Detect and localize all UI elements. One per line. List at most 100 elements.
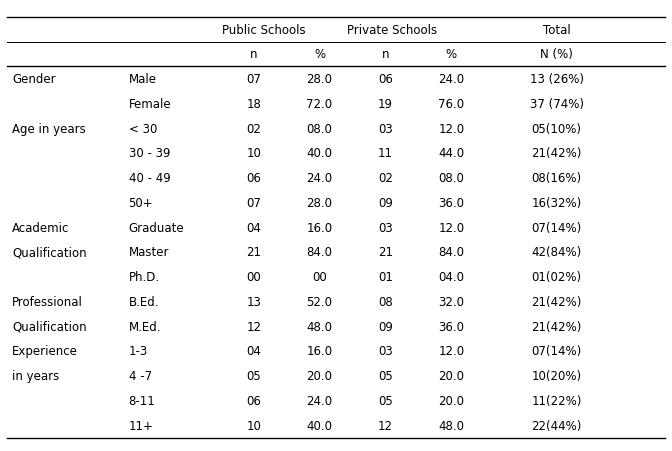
Text: 05: 05 bbox=[378, 394, 392, 407]
Text: n: n bbox=[382, 48, 389, 61]
Text: 04: 04 bbox=[246, 345, 261, 358]
Text: 84.0: 84.0 bbox=[438, 246, 464, 259]
Text: 07: 07 bbox=[246, 73, 261, 86]
Text: M.Ed.: M.Ed. bbox=[128, 320, 161, 333]
Text: 12: 12 bbox=[246, 320, 261, 333]
Text: 22(44%): 22(44%) bbox=[532, 419, 582, 432]
Text: 09: 09 bbox=[378, 197, 393, 210]
Text: 16(32%): 16(32%) bbox=[532, 197, 582, 210]
Text: 04.0: 04.0 bbox=[438, 271, 464, 284]
Text: n: n bbox=[250, 48, 257, 61]
Text: 1-3: 1-3 bbox=[128, 345, 148, 358]
Text: 10(20%): 10(20%) bbox=[532, 369, 582, 382]
Text: 21(42%): 21(42%) bbox=[532, 147, 582, 160]
Text: 11(22%): 11(22%) bbox=[532, 394, 582, 407]
Text: 36.0: 36.0 bbox=[438, 320, 464, 333]
Text: in years: in years bbox=[12, 369, 59, 382]
Text: 21(42%): 21(42%) bbox=[532, 320, 582, 333]
Text: Experience: Experience bbox=[12, 345, 78, 358]
Text: 20.0: 20.0 bbox=[438, 394, 464, 407]
Text: Male: Male bbox=[128, 73, 157, 86]
Text: 44.0: 44.0 bbox=[438, 147, 464, 160]
Text: 06: 06 bbox=[246, 172, 261, 185]
Text: 52.0: 52.0 bbox=[306, 295, 333, 308]
Text: Qualification: Qualification bbox=[12, 246, 87, 259]
Text: 03: 03 bbox=[378, 122, 392, 135]
Text: 48.0: 48.0 bbox=[306, 320, 333, 333]
Text: 21(42%): 21(42%) bbox=[532, 295, 582, 308]
Text: 07(14%): 07(14%) bbox=[532, 221, 582, 234]
Text: 08.0: 08.0 bbox=[438, 172, 464, 185]
Text: 32.0: 32.0 bbox=[438, 295, 464, 308]
Text: 00: 00 bbox=[312, 271, 327, 284]
Text: 28.0: 28.0 bbox=[306, 73, 333, 86]
Text: 08.0: 08.0 bbox=[306, 122, 333, 135]
Text: 13: 13 bbox=[246, 295, 261, 308]
Text: 00: 00 bbox=[247, 271, 261, 284]
Text: 19: 19 bbox=[378, 98, 393, 110]
Text: Qualification: Qualification bbox=[12, 320, 87, 333]
Text: 24.0: 24.0 bbox=[438, 73, 464, 86]
Text: 10: 10 bbox=[246, 419, 261, 432]
Text: 07(14%): 07(14%) bbox=[532, 345, 582, 358]
Text: 05(10%): 05(10%) bbox=[532, 122, 582, 135]
Text: 12.0: 12.0 bbox=[438, 345, 464, 358]
Text: 16.0: 16.0 bbox=[306, 221, 333, 234]
Text: 30 - 39: 30 - 39 bbox=[128, 147, 170, 160]
Text: 12: 12 bbox=[378, 419, 393, 432]
Text: 06: 06 bbox=[378, 73, 393, 86]
Text: 03: 03 bbox=[378, 221, 392, 234]
Text: 12.0: 12.0 bbox=[438, 221, 464, 234]
Text: Master: Master bbox=[128, 246, 169, 259]
Text: 06: 06 bbox=[246, 394, 261, 407]
Text: %: % bbox=[446, 48, 457, 61]
Text: 40 - 49: 40 - 49 bbox=[128, 172, 170, 185]
Text: Academic: Academic bbox=[12, 221, 69, 234]
Text: 37 (74%): 37 (74%) bbox=[530, 98, 583, 110]
Text: 72.0: 72.0 bbox=[306, 98, 333, 110]
Text: Ph.D.: Ph.D. bbox=[128, 271, 160, 284]
Text: %: % bbox=[314, 48, 325, 61]
Text: 11+: 11+ bbox=[128, 419, 153, 432]
Text: 24.0: 24.0 bbox=[306, 172, 333, 185]
Text: 02: 02 bbox=[246, 122, 261, 135]
Text: 50+: 50+ bbox=[128, 197, 153, 210]
Text: 8-11: 8-11 bbox=[128, 394, 155, 407]
Text: 40.0: 40.0 bbox=[306, 419, 333, 432]
Text: 21: 21 bbox=[246, 246, 261, 259]
Text: 40.0: 40.0 bbox=[306, 147, 333, 160]
Text: Total: Total bbox=[543, 23, 571, 37]
Text: 07: 07 bbox=[246, 197, 261, 210]
Text: 84.0: 84.0 bbox=[306, 246, 333, 259]
Text: Gender: Gender bbox=[12, 73, 56, 86]
Text: 16.0: 16.0 bbox=[306, 345, 333, 358]
Text: 48.0: 48.0 bbox=[438, 419, 464, 432]
Text: < 30: < 30 bbox=[128, 122, 157, 135]
Text: 76.0: 76.0 bbox=[438, 98, 464, 110]
Text: Public Schools: Public Schools bbox=[222, 23, 305, 37]
Text: 08: 08 bbox=[378, 295, 392, 308]
Text: 03: 03 bbox=[378, 345, 392, 358]
Text: 13 (26%): 13 (26%) bbox=[530, 73, 583, 86]
Text: N (%): N (%) bbox=[540, 48, 573, 61]
Text: 18: 18 bbox=[246, 98, 261, 110]
Text: Private Schools: Private Schools bbox=[347, 23, 437, 37]
Text: 01: 01 bbox=[378, 271, 393, 284]
Text: Female: Female bbox=[128, 98, 171, 110]
Text: Age in years: Age in years bbox=[12, 122, 86, 135]
Text: 02: 02 bbox=[378, 172, 393, 185]
Text: 08(16%): 08(16%) bbox=[532, 172, 582, 185]
Text: 01(02%): 01(02%) bbox=[532, 271, 582, 284]
Text: 28.0: 28.0 bbox=[306, 197, 333, 210]
Text: 36.0: 36.0 bbox=[438, 197, 464, 210]
Text: 10: 10 bbox=[246, 147, 261, 160]
Text: 09: 09 bbox=[378, 320, 393, 333]
Text: B.Ed.: B.Ed. bbox=[128, 295, 159, 308]
Text: 24.0: 24.0 bbox=[306, 394, 333, 407]
Text: 4 -7: 4 -7 bbox=[128, 369, 152, 382]
Text: Graduate: Graduate bbox=[128, 221, 184, 234]
Text: 20.0: 20.0 bbox=[306, 369, 333, 382]
Text: 12.0: 12.0 bbox=[438, 122, 464, 135]
Text: 21: 21 bbox=[378, 246, 393, 259]
Text: 20.0: 20.0 bbox=[438, 369, 464, 382]
